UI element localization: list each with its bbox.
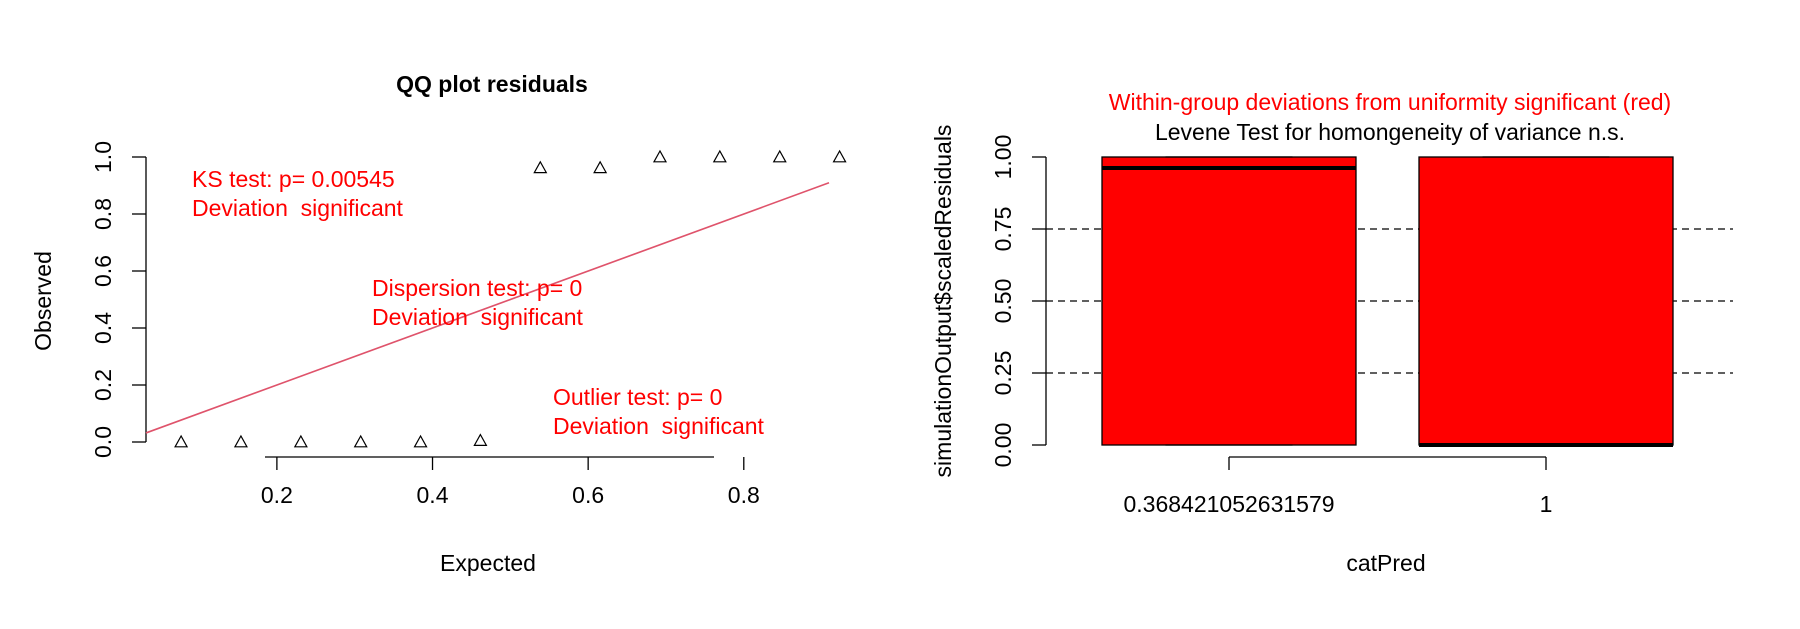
outlier-test-label: Outlier test: p= 0 <box>553 384 722 410</box>
qq-point <box>533 160 548 174</box>
qq-y-tick-label: 0.4 <box>90 312 116 344</box>
qq-point <box>233 434 248 448</box>
boxplot-y-axis-label: simulationOutput$scaledResiduals <box>930 125 956 478</box>
qq-point <box>772 149 787 163</box>
qq-y-tick-label: 1.0 <box>90 141 116 173</box>
box <box>1418 156 1674 446</box>
boxplot-title-levene: Levene Test for homongeneity of variance… <box>1155 119 1625 145</box>
qq-x-tick-label: 0.8 <box>728 482 760 508</box>
qq-points <box>174 149 847 448</box>
qq-point <box>593 160 608 174</box>
qq-plot-panel: QQ plot residuals 0.2 0.4 0.6 0.8 0.0 0.2 0.4… <box>30 71 847 576</box>
qq-point <box>652 149 668 163</box>
dispersion-test-label: Dispersion test: p= 0 <box>372 275 582 301</box>
boxplot-y-tick-label: 0.75 <box>990 207 1016 252</box>
boxplot-y-tick-label: 0.00 <box>990 423 1016 468</box>
qq-point <box>473 433 488 446</box>
qq-point <box>293 434 308 448</box>
qq-y-tick-label: 0.0 <box>90 426 116 458</box>
qq-x-tick-label: 0.6 <box>572 482 604 508</box>
qq-y-tick-label: 0.2 <box>90 369 116 401</box>
boxplot-boxes <box>1101 156 1674 447</box>
qq-x-tick-label: 0.2 <box>261 482 293 508</box>
qq-x-ticks: 0.2 0.4 0.6 0.8 <box>261 457 760 508</box>
qq-y-tick-label: 0.8 <box>90 198 116 230</box>
qq-point <box>174 434 189 448</box>
qq-point <box>712 149 727 163</box>
boxplot-x-tick-label: 0.368421052631579 <box>1123 491 1334 517</box>
boxplot-y-tick-label: 0.50 <box>990 279 1016 324</box>
boxplot-y-tick-label: 1.00 <box>990 135 1016 180</box>
boxplot-panel: Within-group deviations from uniformity … <box>930 89 1733 576</box>
qq-y-axis-label: Observed <box>30 251 56 351</box>
qq-reference-line <box>145 182 830 434</box>
qq-x-axis-label: Expected <box>440 550 536 576</box>
boxplot-x-ticks: 0.368421052631579 1 <box>1123 457 1552 517</box>
qq-point <box>413 434 428 448</box>
ks-test-label: KS test: p= 0.00545 <box>192 166 395 192</box>
boxplot-title-significance: Within-group deviations from uniformity … <box>1109 89 1671 115</box>
qq-y-ticks: 0.0 0.2 0.4 0.6 0.8 1.0 <box>90 141 146 458</box>
boxplot-y-tick-label: 0.25 <box>990 351 1016 396</box>
ks-test-deviation: Deviation significant <box>192 195 404 221</box>
qq-y-tick-label: 0.6 <box>90 255 116 287</box>
boxplot-y-ticks: 0.00 0.25 0.50 0.75 1.00 <box>990 135 1046 468</box>
qq-x-tick-label: 0.4 <box>417 482 449 508</box>
qq-title: QQ plot residuals <box>396 71 588 97</box>
boxplot-x-tick-label: 1 <box>1540 491 1553 517</box>
qq-point <box>353 434 368 448</box>
qq-point <box>832 149 847 163</box>
boxplot-x-axis-label: catPred <box>1346 550 1425 576</box>
box <box>1101 156 1357 446</box>
dispersion-test-deviation: Deviation significant <box>372 304 584 330</box>
outlier-test-deviation: Deviation significant <box>553 413 765 439</box>
